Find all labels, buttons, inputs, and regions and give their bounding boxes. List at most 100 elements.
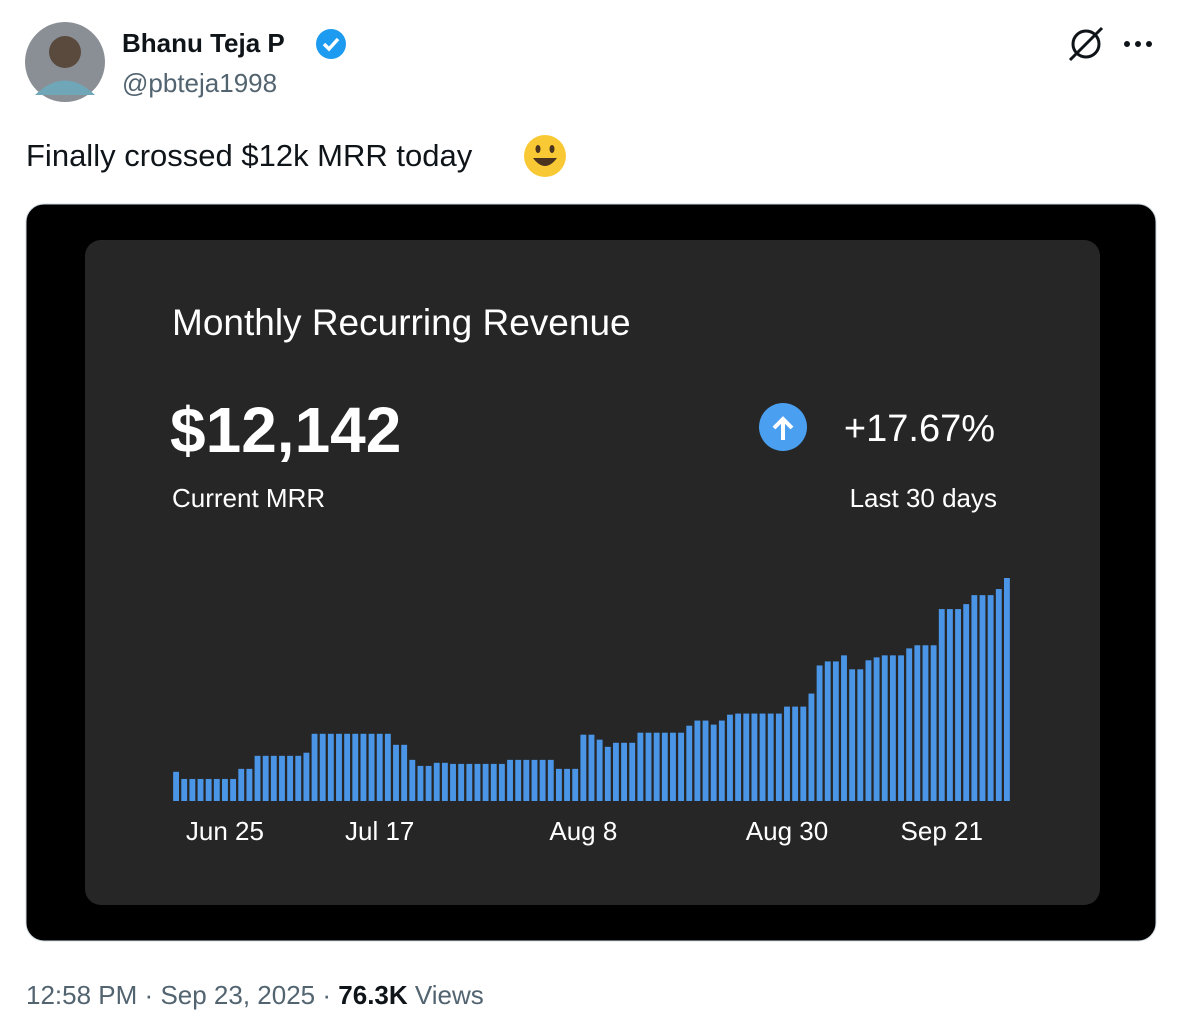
avatar-face <box>49 36 81 68</box>
more-menu[interactable] <box>1124 41 1152 47</box>
bar <box>841 655 847 801</box>
bar <box>254 755 261 801</box>
bar <box>995 589 1002 801</box>
bar <box>303 752 310 801</box>
bar <box>702 720 709 801</box>
views-label: Views <box>415 980 484 1010</box>
bar <box>409 759 416 801</box>
bar <box>368 733 375 801</box>
bar <box>523 759 530 801</box>
bar <box>963 604 970 801</box>
bar <box>922 645 929 801</box>
bar <box>604 746 611 801</box>
separator: · <box>145 980 154 1010</box>
bar <box>474 763 481 801</box>
bar <box>287 755 294 801</box>
bar <box>971 595 978 801</box>
bar <box>727 714 733 801</box>
bar <box>401 744 408 801</box>
bar <box>311 733 318 801</box>
bar <box>425 765 432 801</box>
bar <box>319 733 326 801</box>
author-handle[interactable]: @pbteja1998 <box>122 68 277 98</box>
bar <box>498 763 505 801</box>
bar <box>955 609 961 801</box>
date[interactable]: Sep 23, 2025 <box>160 980 315 1010</box>
bar <box>173 771 180 801</box>
chart-title: Monthly Recurring Revenue <box>172 302 631 343</box>
bar <box>352 733 359 801</box>
bar <box>930 645 937 801</box>
bar <box>295 755 302 801</box>
bar <box>800 706 807 801</box>
bar <box>694 720 701 801</box>
bar <box>433 762 440 801</box>
footer-meta: 12:58 PM · Sep 23, 2025 · 76.3K Views <box>26 980 484 1010</box>
bar <box>613 742 619 801</box>
bar <box>376 733 383 801</box>
bar <box>246 768 253 801</box>
bar <box>906 648 913 801</box>
bar <box>767 713 774 801</box>
bar <box>857 669 864 801</box>
views-count: 76.3K <box>338 980 408 1010</box>
bar <box>197 778 204 801</box>
bar <box>637 732 644 801</box>
time[interactable]: 12:58 PM <box>26 980 137 1010</box>
bar <box>979 595 986 801</box>
bar <box>743 713 750 801</box>
bar <box>653 732 660 801</box>
bar <box>555 768 562 801</box>
up-icon <box>759 403 807 451</box>
separator: · <box>322 980 331 1010</box>
x-tick-label: Sep 21 <box>901 816 983 846</box>
x-tick-label: Aug 8 <box>549 816 617 846</box>
bar <box>824 661 831 801</box>
bar <box>482 763 489 801</box>
change-label: Last 30 days <box>850 483 997 513</box>
bar <box>792 706 799 801</box>
bar <box>661 732 668 801</box>
bar <box>466 763 473 801</box>
bar <box>678 732 685 801</box>
bar <box>946 609 953 801</box>
x-tick-label: Jun 25 <box>186 816 264 846</box>
bar <box>181 778 188 801</box>
emoji <box>524 135 566 177</box>
bar <box>507 759 513 801</box>
grok-icon[interactable] <box>1068 26 1104 62</box>
bar <box>417 765 424 801</box>
headline-label: Current MRR <box>172 483 325 513</box>
bar <box>588 734 595 801</box>
bar <box>336 733 342 801</box>
bar <box>531 759 538 801</box>
bar <box>238 768 245 801</box>
bar <box>686 725 693 801</box>
bar <box>1003 578 1010 801</box>
bar <box>458 763 465 801</box>
bar <box>775 713 782 801</box>
bar <box>784 706 790 801</box>
author-name[interactable]: Bhanu Teja P <box>122 28 285 58</box>
bar <box>572 768 579 801</box>
bar <box>222 778 228 801</box>
bar <box>360 733 367 801</box>
bar <box>710 724 717 801</box>
bar <box>718 720 725 801</box>
bar <box>849 669 856 801</box>
bar <box>914 645 921 801</box>
bar <box>735 713 742 801</box>
tweet-text: Finally crossed $12k MRR today <box>26 138 473 173</box>
bar <box>759 713 766 801</box>
bar <box>938 609 945 801</box>
bar <box>873 657 880 801</box>
bar <box>580 734 587 801</box>
bar <box>898 655 904 801</box>
bar <box>621 742 628 801</box>
bar <box>279 755 285 801</box>
bar <box>450 763 456 801</box>
bar <box>629 742 636 801</box>
bar <box>344 733 351 801</box>
bar <box>816 665 823 801</box>
